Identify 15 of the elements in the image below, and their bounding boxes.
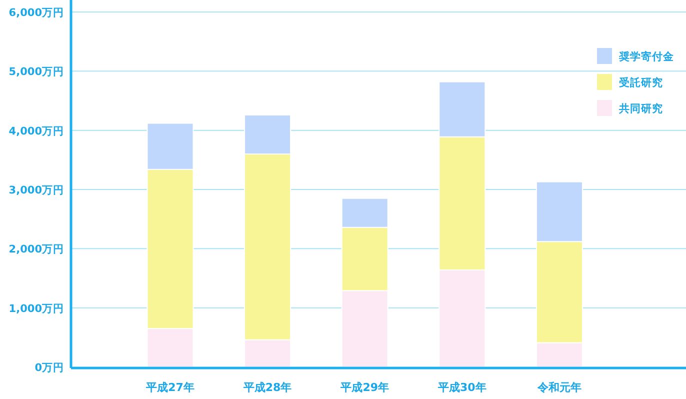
- x-tick-label: 平成27年: [145, 381, 194, 394]
- legend-label: 共同研究: [618, 102, 663, 115]
- legend-label: 受託研究: [618, 76, 663, 89]
- x-tick-label: 平成28年: [242, 381, 292, 394]
- x-tick-label: 平成30年: [436, 381, 486, 394]
- y-tick-label: 0万円: [34, 362, 64, 374]
- y-tick-label: 4,000万円: [8, 125, 64, 138]
- y-tick-label: 3,000万円: [8, 184, 64, 196]
- x-tick-label: 令和元年: [536, 381, 582, 394]
- x-tick-label: 平成29年: [340, 381, 389, 394]
- y-tick-label: 2,000万円: [8, 244, 64, 256]
- y-tick-label: 1,000万円: [8, 302, 64, 315]
- legend-label: 奨学寄付金: [618, 50, 675, 63]
- y-tick-label: 5,000万円: [8, 66, 64, 78]
- y-tick-label: 6,000万円: [8, 7, 64, 19]
